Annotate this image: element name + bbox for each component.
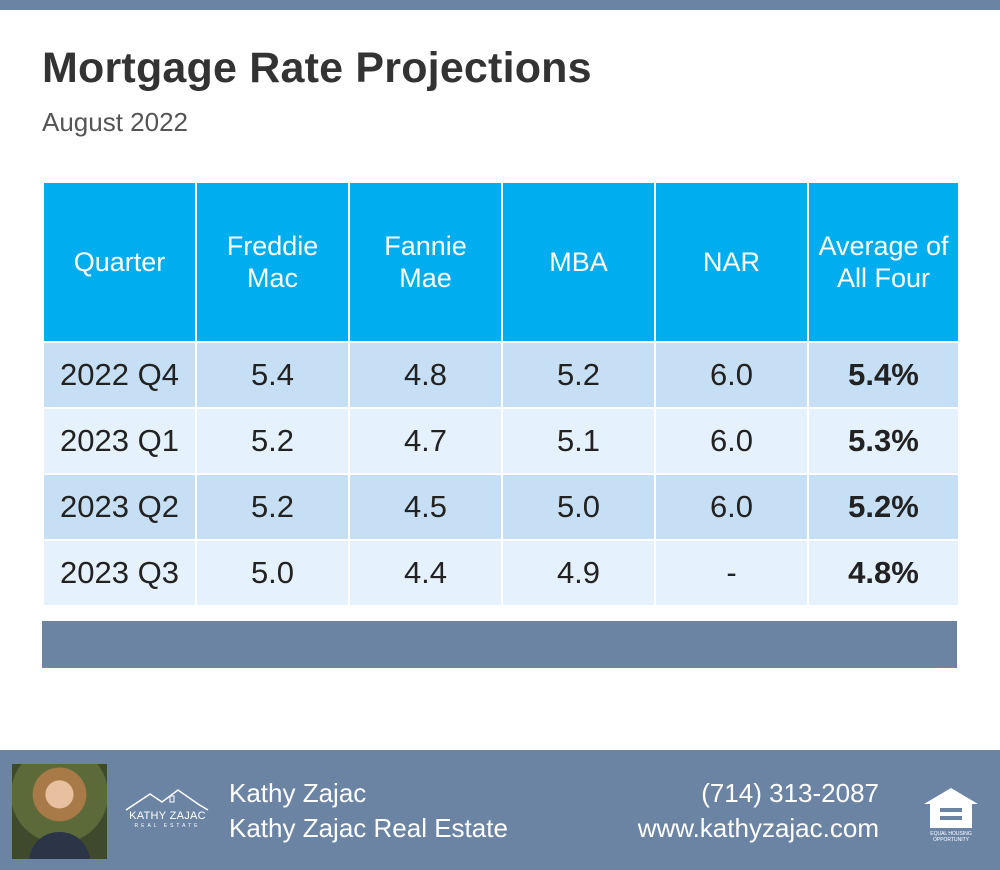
fannie-mae-cell: 4.8 (348, 341, 503, 409)
page-subtitle: August 2022 (42, 107, 189, 137)
average-cell: 4.8% (807, 539, 960, 607)
column-header-fannie-mae: Fannie Mae (348, 181, 503, 343)
equal-housing-icon (924, 788, 978, 828)
table-row: 2023 Q1 5.2 4.7 5.1 6.0 5.3% (42, 407, 960, 475)
column-header-quarter: Quarter (42, 181, 197, 343)
table-header-row: Quarter Freddie Mac Fannie Mae MBA NAR A… (42, 181, 960, 343)
table-footer-band (42, 621, 957, 668)
freddie-mac-cell: 5.2 (195, 407, 350, 475)
average-cell: 5.3% (807, 407, 960, 475)
column-header-mba: MBA (501, 181, 656, 343)
nar-cell: 6.0 (654, 341, 809, 409)
mba-cell: 5.1 (501, 407, 656, 475)
column-header-nar: NAR (654, 181, 809, 343)
fannie-mae-cell: 4.5 (348, 473, 503, 541)
fannie-mae-cell: 4.7 (348, 407, 503, 475)
nar-cell: - (654, 539, 809, 607)
brokerage-logo: KATHY ZAJAC REAL ESTATE (120, 786, 215, 836)
agency-name: Kathy Zajac Real Estate (229, 813, 508, 843)
quarter-cell: 2023 Q1 (42, 407, 197, 475)
nar-cell: 6.0 (654, 473, 809, 541)
house-roofline-icon (125, 789, 209, 811)
table-row: 2023 Q2 5.2 4.5 5.0 6.0 5.2% (42, 473, 960, 541)
page-title: Mortgage Rate Projections (42, 44, 592, 92)
mba-cell: 5.2 (501, 341, 656, 409)
quarter-cell: 2022 Q4 (42, 341, 197, 409)
agent-footer: KATHY ZAJAC REAL ESTATE Kathy Zajac Kath… (0, 750, 1000, 870)
quarter-cell: 2023 Q2 (42, 473, 197, 541)
table-row: 2022 Q4 5.4 4.8 5.2 6.0 5.4% (42, 341, 960, 409)
column-header-freddie-mac: Freddie Mac (195, 181, 350, 343)
fannie-mae-cell: 4.4 (348, 539, 503, 607)
freddie-mac-cell: 5.4 (195, 341, 350, 409)
column-header-label: Freddie Mac (226, 231, 319, 293)
mba-cell: 5.0 (501, 473, 656, 541)
freddie-mac-cell: 5.0 (195, 539, 350, 607)
mba-cell: 4.9 (501, 539, 656, 607)
average-cell: 5.2% (807, 473, 960, 541)
eho-line-1: EQUAL HOUSING (930, 831, 972, 837)
top-accent-bar (0, 0, 1000, 10)
logo-tagline: REAL ESTATE (134, 823, 201, 829)
agent-name: Kathy Zajac (229, 778, 367, 808)
agent-photo (12, 764, 107, 859)
logo-name: KATHY ZAJAC (129, 810, 206, 822)
table-row: 2023 Q3 5.0 4.4 4.9 - 4.8% (42, 539, 960, 607)
column-header-label: Average of All Four (818, 231, 949, 293)
equal-housing-badge: EQUAL HOUSING OPPORTUNITY (920, 786, 982, 843)
quarter-cell: 2023 Q3 (42, 539, 197, 607)
rate-projections-table: Quarter Freddie Mac Fannie Mae MBA NAR A… (42, 181, 960, 607)
website-link[interactable]: www.kathyzajac.com (637, 813, 879, 843)
average-cell: 5.4% (807, 341, 960, 409)
nar-cell: 6.0 (654, 407, 809, 475)
column-header-average: Average of All Four (807, 181, 960, 343)
phone-number[interactable]: (714) 313-2087 (701, 778, 879, 808)
column-header-label: Fannie Mae (384, 231, 467, 293)
freddie-mac-cell: 5.2 (195, 473, 350, 541)
eho-line-2: OPPORTUNITY (932, 837, 970, 843)
